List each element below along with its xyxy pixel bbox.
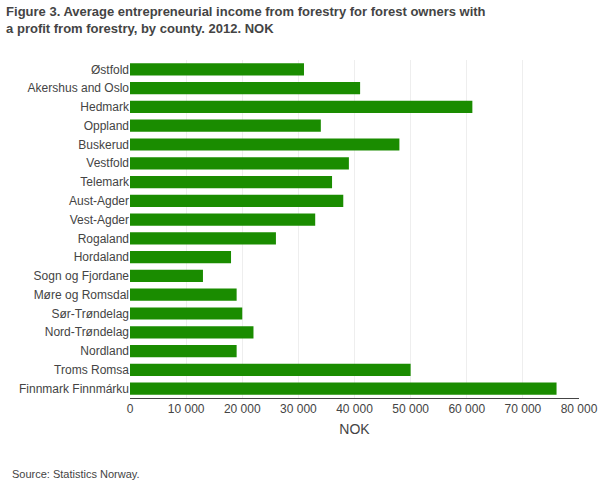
svg-text:Nord-Trøndelag: Nord-Trøndelag <box>45 325 129 339</box>
svg-text:10 000: 10 000 <box>168 402 205 416</box>
svg-text:0: 0 <box>127 402 134 416</box>
svg-text:Troms Romsa: Troms Romsa <box>54 363 129 377</box>
svg-text:Sør-Trøndelag: Sør-Trøndelag <box>51 307 129 321</box>
svg-text:30 000: 30 000 <box>280 402 317 416</box>
svg-text:Hedmark: Hedmark <box>80 100 130 114</box>
svg-text:NOK: NOK <box>339 421 370 437</box>
svg-text:40 000: 40 000 <box>336 402 373 416</box>
svg-text:Sogn og Fjordane: Sogn og Fjordane <box>34 269 130 283</box>
svg-text:Nordland: Nordland <box>80 344 129 358</box>
svg-text:Østfold: Østfold <box>91 63 129 77</box>
svg-text:Finnmark Finnmárku: Finnmark Finnmárku <box>19 382 129 396</box>
svg-text:Møre og Romsdal: Møre og Romsdal <box>34 288 129 302</box>
svg-text:Akershus and Oslo: Akershus and Oslo <box>28 81 130 95</box>
svg-text:Hordaland: Hordaland <box>74 250 129 264</box>
svg-text:Oppland: Oppland <box>84 119 129 133</box>
svg-text:Vest-Agder: Vest-Agder <box>70 213 129 227</box>
svg-text:Vestfold: Vestfold <box>86 156 129 170</box>
svg-text:Figure 3. Average entrepreneur: Figure 3. Average entrepreneurial income… <box>6 4 485 36</box>
svg-text:50 000: 50 000 <box>392 402 429 416</box>
svg-text:70 000: 70 000 <box>505 402 542 416</box>
svg-text:80 000: 80 000 <box>561 402 598 416</box>
svg-text:Rogaland: Rogaland <box>78 232 129 246</box>
svg-text:Buskerud: Buskerud <box>78 138 129 152</box>
svg-text:Aust-Agder: Aust-Agder <box>69 194 129 208</box>
svg-text:20 000: 20 000 <box>224 402 261 416</box>
svg-text:Telemark: Telemark <box>80 175 130 189</box>
svg-text:Source: Statistics Norway.: Source: Statistics Norway. <box>12 468 140 480</box>
svg-text:60 000: 60 000 <box>448 402 485 416</box>
